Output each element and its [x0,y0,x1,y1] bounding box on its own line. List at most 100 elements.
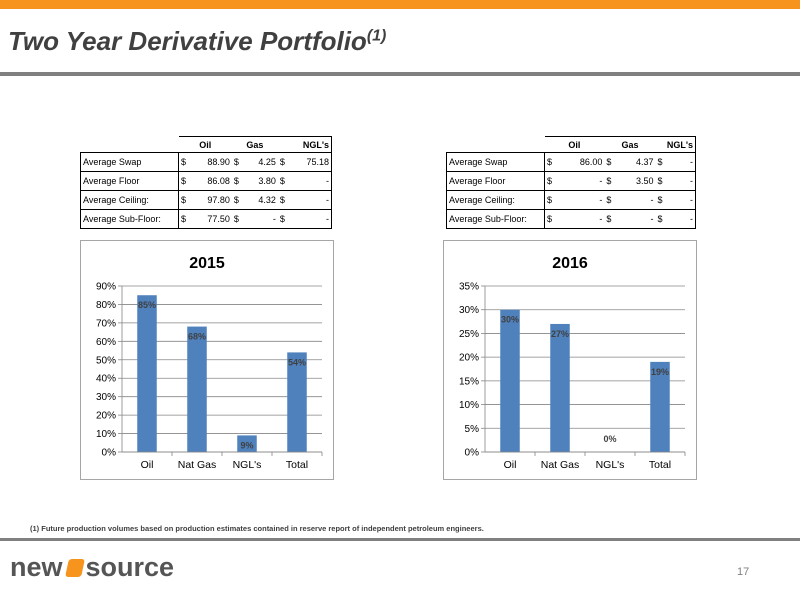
table-cell-currency: $ [604,152,621,172]
title-divider [0,72,800,76]
x-tick-label: NGL's [596,459,625,471]
table-cell-value: 3.80 [247,171,278,191]
table-cell-value: - [293,190,332,210]
bar-chart-2016: 2016 0% 5% 10% 15% 20% 25% 30% 35% 30% Oil 27% Nat G… [443,240,697,480]
y-tick-label: 0% [465,448,480,459]
table-cell-currency: $ [544,190,561,210]
derivative-table-2016: Oil Gas NGL's Average Swap $ 86.00 $ 4.3… [446,136,696,229]
table-cell-currency: $ [277,171,294,191]
table-cell-value: 3.50 [620,171,656,191]
table-cell-currency: $ [655,152,672,172]
table-row-label: Average Floor [446,171,545,191]
logo-mark-icon [64,558,85,577]
y-tick-label: 10% [96,429,116,440]
logo-word-new: new [10,552,63,582]
y-tick-label: 90% [96,282,116,293]
table-row-label: Average Sub-Floor: [446,209,545,229]
table-row: Average Sub-Floor: $ - $ - $ - [446,209,696,229]
table-cell-value: - [620,190,656,210]
table-cell-currency: $ [544,209,561,229]
chart-title: 2015 [189,255,225,272]
y-tick-label: 70% [96,318,116,329]
table-cell-value: - [561,171,605,191]
table-cell-value: 4.32 [247,190,278,210]
table-header-ngl: NGL's [655,136,696,153]
bar [287,352,307,452]
data-label: 54% [288,357,306,367]
table-header-row: Oil Gas NGL's [446,136,696,153]
table-cell-value: - [561,209,605,229]
table-cell-value: 88.90 [195,152,232,172]
table-cell-value: - [671,209,696,229]
table-cell-value: - [671,152,696,172]
table-cell-value: 4.25 [247,152,278,172]
company-logo: new source [10,552,174,584]
y-tick-label: 35% [459,282,479,293]
table-cell-currency: $ [178,190,195,210]
table-cell-value: - [671,171,696,191]
y-tick-label: 30% [96,392,116,403]
y-tick-label: 80% [96,300,116,311]
data-label: 0% [603,434,616,444]
y-tick-label: 25% [459,329,479,340]
table-header-blank [446,136,545,153]
x-tick-label: NGL's [233,459,262,471]
logo-word-source: source [85,552,175,582]
y-tick-label: 20% [459,353,479,364]
table-cell-currency: $ [655,171,672,191]
top-accent-bar [0,0,800,9]
x-tick-label: Total [286,459,308,471]
bar-chart-2015: 2015 0% 10% 20% 30% 40% 50% 60% 70% 80% 90% 85% Oil 6… [80,240,334,480]
table-cell-value: 86.00 [561,152,605,172]
table-cell-value: 75.18 [293,152,332,172]
table-row: Average Swap $ 86.00 $ 4.37 $ - [446,152,696,172]
y-tick-label: 30% [459,305,479,316]
table-row-label: Average Swap [80,152,179,172]
bar [500,309,520,452]
table-row: Average Floor $ - $ 3.50 $ - [446,171,696,191]
page-title-footnote-mark: (1) [366,27,387,45]
x-tick-label: Total [649,459,671,471]
bar [550,323,570,452]
table-cell-currency: $ [277,152,294,172]
table-cell-currency: $ [277,190,294,210]
y-tick-label: 60% [96,337,116,348]
table-cell-currency: $ [231,190,248,210]
table-row-label: Average Sub-Floor: [80,209,179,229]
bar [137,295,157,452]
table-row-label: Average Ceiling: [446,190,545,210]
table-cell-currency: $ [178,152,195,172]
data-label: 30% [501,315,519,325]
table-cell-currency: $ [604,171,621,191]
table-cell-currency: $ [544,171,561,191]
table-header-oil: Oil [178,136,232,153]
page-title-text: Two Year Derivative Portfolio [8,26,367,56]
table-cell-currency: $ [231,152,248,172]
table-cell-value: - [620,209,656,229]
bar [650,361,670,452]
table-row: Average Floor $ 86.08 $ 3.80 $ - [80,171,332,191]
table-row: Average Ceiling: $ 97.80 $ 4.32 $ - [80,190,332,210]
y-tick-label: 20% [96,411,116,422]
data-label: 68% [188,332,206,342]
page-number: 17 [737,566,750,578]
data-label: 9% [240,440,253,450]
table-cell-currency: $ [178,209,195,229]
table-cell-value: - [293,209,332,229]
y-tick-label: 0% [102,448,117,459]
table-cell-value: - [293,171,332,191]
table-cell-currency: $ [604,209,621,229]
x-tick-label: Nat Gas [178,459,217,471]
x-tick-label: Oil [504,459,517,471]
table-row: Average Swap $ 88.90 $ 4.25 $ 75.18 [80,152,332,172]
table-cell-currency: $ [178,171,195,191]
table-cell-currency: $ [277,209,294,229]
y-tick-label: 15% [459,376,479,387]
table-row: Average Ceiling: $ - $ - $ - [446,190,696,210]
y-tick-label: 50% [96,355,116,366]
derivative-table-2015: Oil Gas NGL's Average Swap $ 88.90 $ 4.2… [80,136,332,229]
table-cell-currency: $ [544,152,561,172]
table-cell-currency: $ [604,190,621,210]
bar [187,326,207,452]
table-cell-currency: $ [231,209,248,229]
